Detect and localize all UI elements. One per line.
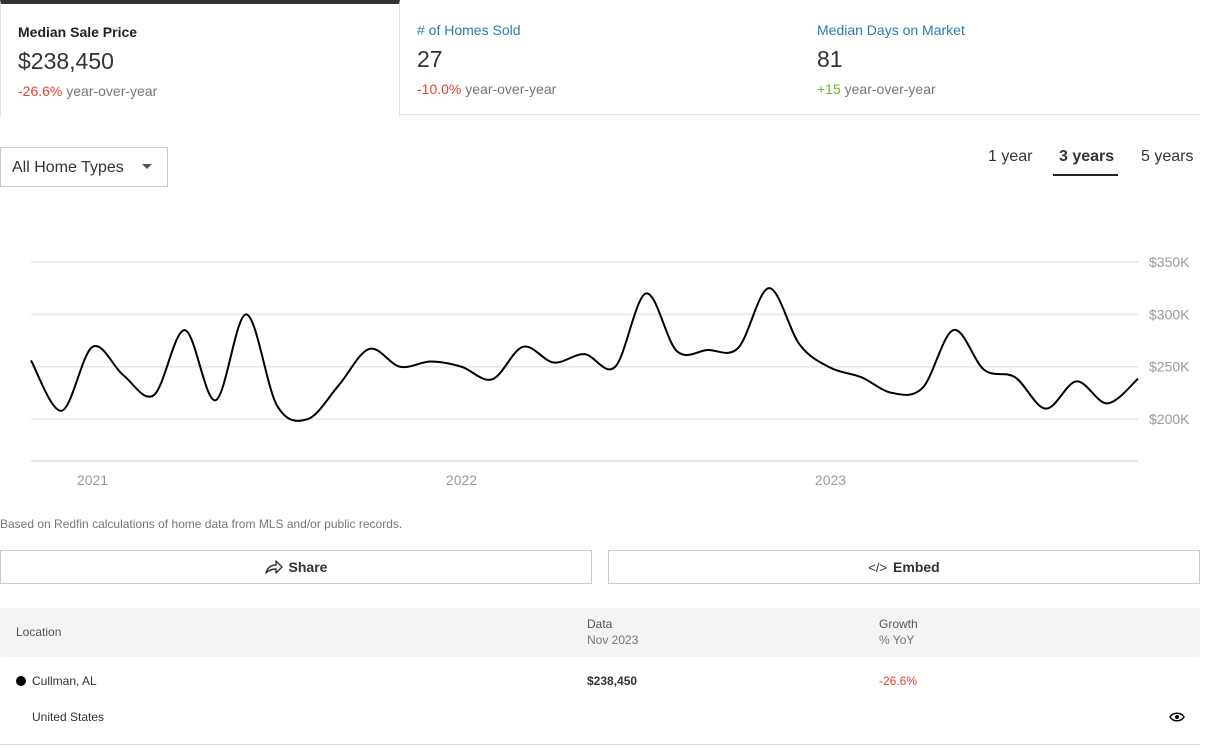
data-point[interactable] [766,285,772,291]
data-point[interactable] [274,402,280,408]
data-point[interactable] [674,348,680,354]
divider [0,744,1200,745]
data-point[interactable] [120,372,126,378]
data-point[interactable] [551,360,557,366]
data-point[interactable] [336,383,342,389]
data-point[interactable] [828,365,834,371]
data-point[interactable] [59,408,65,414]
tab-label: Median Sale Price [18,24,138,40]
y-tick-label: $200K [1149,411,1190,427]
share-button[interactable]: Share [0,550,592,584]
data-point[interactable] [858,374,864,380]
data-point[interactable] [1074,378,1080,384]
row-location: Cullman, AL [32,674,97,688]
embed-button[interactable]: </> Embed [608,550,1200,584]
share-label: Share [288,559,328,575]
data-point[interactable] [951,327,957,333]
header-location: Location [16,625,62,639]
tab-median-sale-price[interactable]: Median Sale Price $238,450 -26.6% year-o… [0,0,400,116]
data-point[interactable] [612,364,618,370]
home-type-select[interactable]: All Home Types [0,147,168,187]
data-point[interactable] [151,392,157,398]
metric-tabs: Median Sale Price $238,450 -26.6% year-o… [0,0,1200,116]
data-point[interactable] [366,346,372,352]
y-tick-label: $350K [1149,254,1190,270]
data-point[interactable] [1012,374,1018,380]
code-icon: </> [868,559,888,575]
tab-homes-sold[interactable]: # of Homes Sold 27 -10.0% year-over-year [400,0,800,115]
data-point[interactable] [459,364,465,370]
data-point[interactable] [305,416,311,422]
change-suffix: year-over-year [66,83,158,99]
embed-label: Embed [893,559,940,575]
row-data: $238,450 [587,674,638,688]
y-tick-label: $250K [1149,359,1190,375]
data-point[interactable] [582,351,588,357]
data-point[interactable] [213,397,219,403]
data-point[interactable] [520,344,526,350]
data-point[interactable] [735,345,741,351]
data-point[interactable] [1135,376,1141,382]
series-dot-icon [16,676,26,686]
tab-change: -26.6% year-over-year [18,83,382,99]
data-point[interactable] [90,344,96,350]
header-growth: Growth [879,617,918,631]
range-3-years[interactable]: 3 years [1053,148,1119,176]
data-point[interactable] [889,390,895,396]
home-type-value: All Home Types [12,159,124,176]
data-point[interactable] [243,311,249,317]
x-tick-label: 2023 [815,472,846,488]
change-value: -10.0% [417,81,462,97]
data-point[interactable] [981,367,987,373]
series-line [30,287,1139,422]
range-5-years[interactable]: 5 years [1141,148,1194,165]
data-point[interactable] [1104,400,1110,406]
data-source-note: Based on Redfin calculations of home dat… [0,517,403,531]
header-data: Data [587,617,613,631]
tab-value: $238,450 [18,48,114,74]
x-tick-label: 2021 [77,472,108,488]
data-point[interactable] [182,327,188,333]
share-icon [264,560,283,574]
change-value: +15 [817,81,841,97]
data-point[interactable] [397,364,403,370]
header-growth-unit: % YoY [879,633,915,647]
row-location: United States [32,710,105,724]
x-tick-label: 2022 [446,472,477,488]
table-header: Location Data Nov 2023 Growth % YoY [0,608,1200,657]
tab-change: -10.0% year-over-year [417,81,783,97]
data-point[interactable] [920,385,926,391]
data-point[interactable] [1043,406,1049,412]
range-1-year[interactable]: 1 year [988,148,1033,165]
data-point[interactable] [797,342,803,348]
data-point[interactable] [643,290,649,296]
caret-down-icon [142,164,152,169]
eye-icon[interactable] [1169,711,1185,723]
tab-label: # of Homes Sold [417,22,521,38]
row-growth: -26.6% [879,674,918,688]
change-suffix: year-over-year [844,81,936,97]
data-point[interactable] [489,376,495,382]
price-chart[interactable]: $200K $250K $300K $350K 2021 2022 2023 [0,240,1221,500]
tab-change: +15 year-over-year [817,81,1183,97]
tab-value: 27 [417,46,443,72]
tab-value: 81 [817,46,843,72]
change-suffix: year-over-year [465,81,557,97]
header-data-date: Nov 2023 [587,633,639,647]
tab-label: Median Days on Market [817,22,965,38]
tab-days-on-market[interactable]: Median Days on Market 81 +15 year-over-y… [800,0,1200,115]
change-value: -26.6% [18,83,63,99]
data-point[interactable] [28,357,34,363]
data-point[interactable] [428,359,434,365]
y-tick-label: $300K [1149,306,1190,322]
data-point[interactable] [705,347,711,353]
